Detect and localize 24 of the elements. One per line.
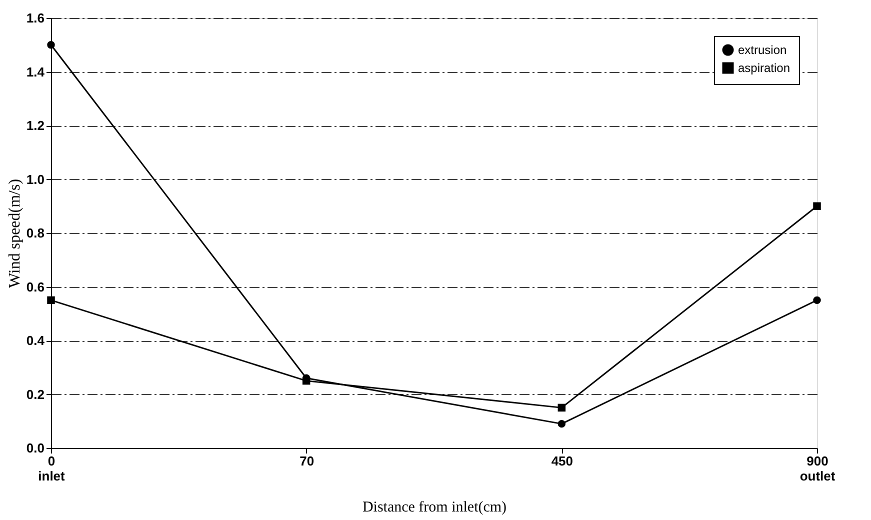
point [47,296,55,304]
y-tick-label: 0.2 [26,386,44,402]
y-tick-label: 1.2 [26,118,44,133]
y-tick-label: 1.6 [26,10,44,26]
y-tick-label: 1.4 [26,64,46,80]
y-axis-title: Wind speed(m/s) [6,178,24,288]
point [813,296,821,304]
x-tick-label: 900 outlet [800,454,836,484]
y-tick-label: 0.6 [26,279,44,294]
x-tick-label: 0 inlet [38,454,66,484]
x-tick-label: 450 [551,454,574,468]
point [47,41,55,49]
x-tick-label: 70 [300,454,314,468]
point [813,202,821,210]
y-tick-label: 0.4 [26,333,46,348]
y-tick-label: 0.0 [26,440,44,456]
point [558,420,566,428]
point [558,404,566,412]
legend-label: extrusion [738,43,787,57]
point [302,376,310,385]
x-axis-title: Distance from inlet(cm) [362,500,507,516]
y-tick-label: 1.0 [26,172,44,187]
legend-label: aspiration [738,61,790,75]
y-tick-label: 0.8 [26,226,44,240]
